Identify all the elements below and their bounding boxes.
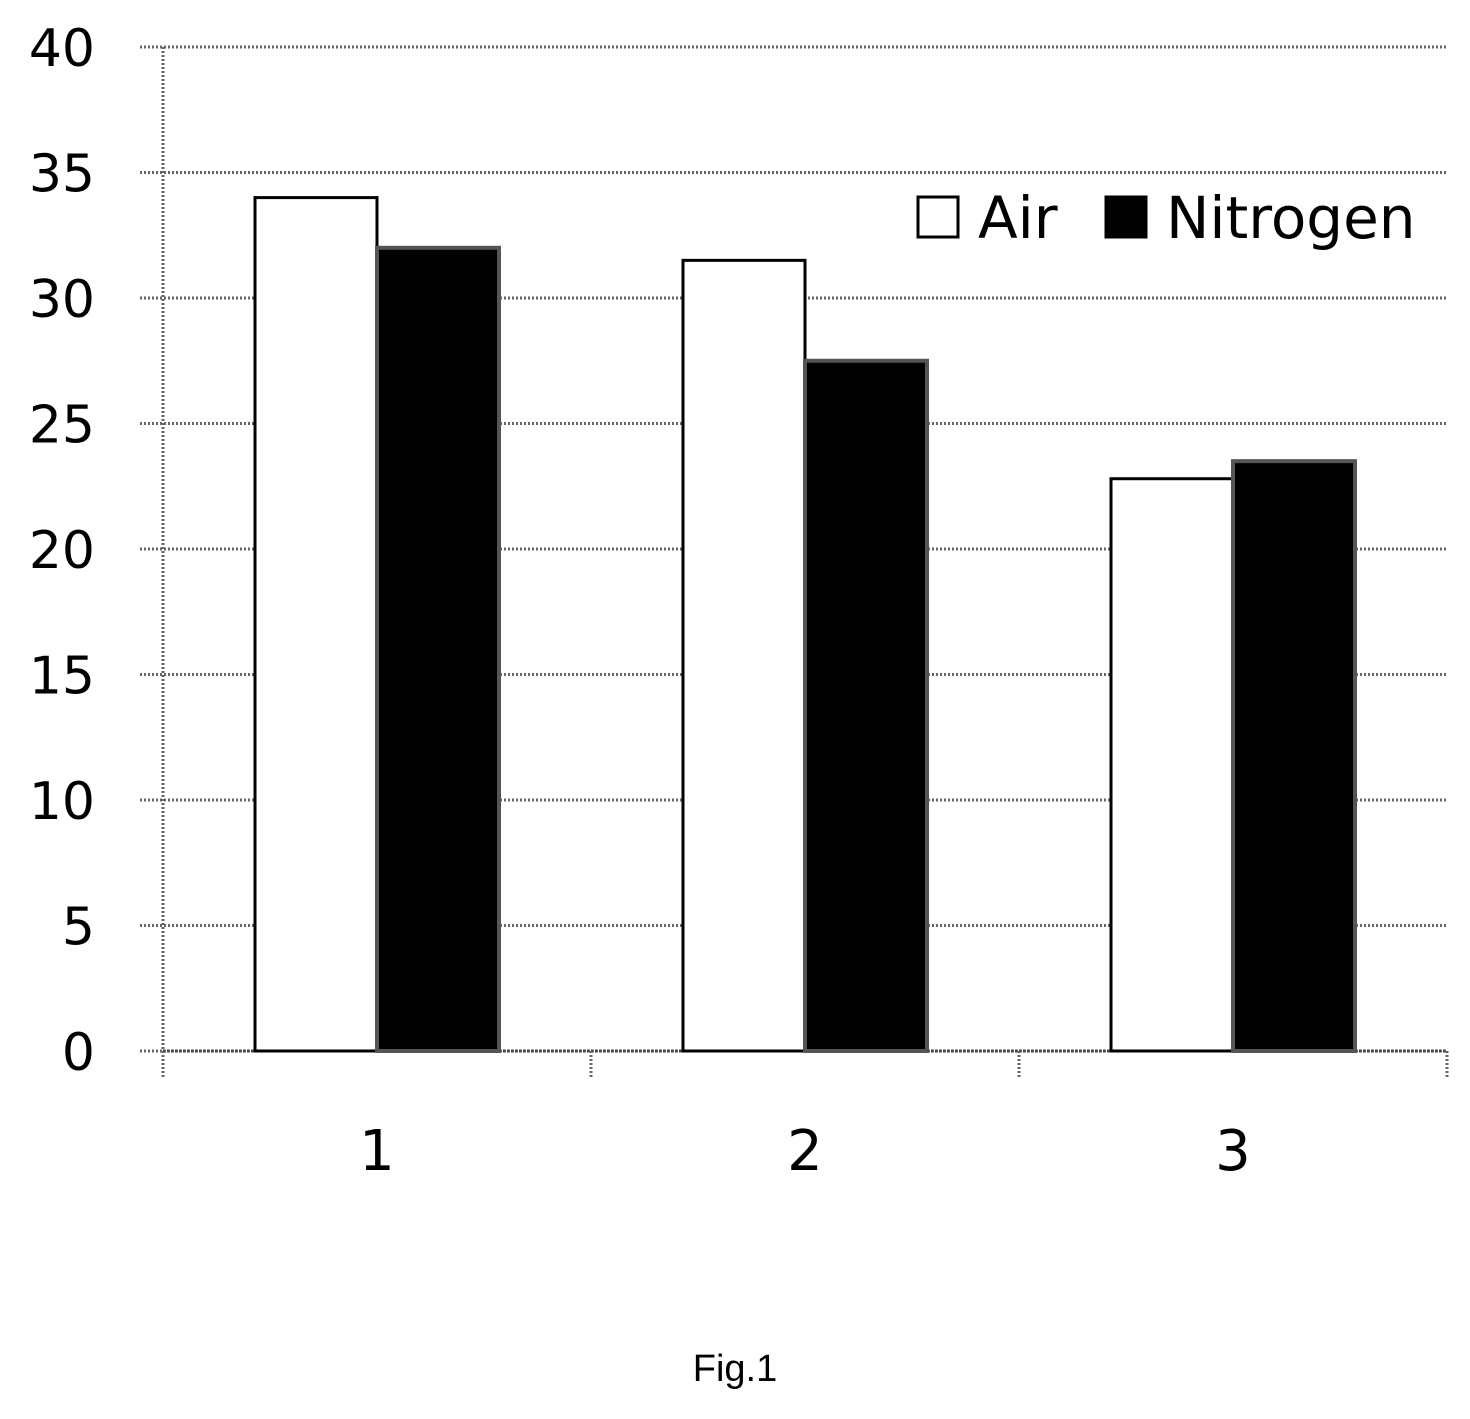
y-tick-label: 20: [29, 521, 95, 581]
bar-nitrogen-2: [805, 361, 927, 1051]
x-tick-label: 3: [1215, 1119, 1251, 1184]
legend-label-nitrogen: Nitrogen: [1166, 184, 1416, 252]
y-tick-label: 15: [29, 647, 95, 707]
bar-air-1: [255, 198, 377, 1051]
legend-swatch-air: [918, 197, 958, 237]
y-tick-label: 0: [62, 1023, 95, 1083]
y-tick-label: 40: [29, 19, 95, 79]
legend: Air Nitrogen: [918, 184, 1416, 252]
figure-caption: Fig.1: [0, 1348, 1470, 1391]
x-tick-label: 2: [787, 1119, 823, 1184]
bar-air-3: [1111, 479, 1233, 1051]
y-tick-label: 25: [29, 396, 95, 456]
y-tick-label: 35: [29, 145, 95, 205]
y-tick-label: 10: [29, 772, 95, 832]
bar-nitrogen-1: [377, 248, 499, 1051]
x-tick-label: 1: [359, 1119, 395, 1184]
bars: [255, 198, 1355, 1051]
y-tick-label: 30: [29, 270, 95, 330]
legend-label-air: Air: [978, 184, 1058, 252]
tick-labels: 0 5 10 15 20 25 30 35 40 1 2 3: [29, 19, 1251, 1184]
bar-nitrogen-3: [1233, 461, 1355, 1051]
bar-air-2: [683, 260, 805, 1051]
legend-swatch-nitrogen: [1106, 197, 1146, 237]
y-tick-label: 5: [62, 898, 95, 958]
